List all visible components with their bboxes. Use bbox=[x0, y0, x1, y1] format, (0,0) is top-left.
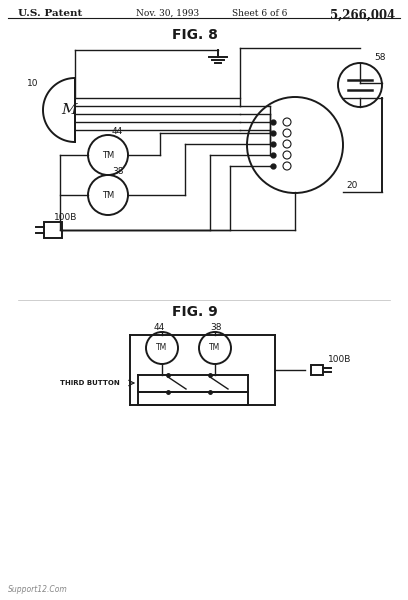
Text: 100B: 100B bbox=[328, 355, 351, 364]
Bar bbox=[44, 222, 62, 238]
Text: 44: 44 bbox=[154, 323, 165, 332]
Text: 38: 38 bbox=[210, 323, 222, 332]
Bar bbox=[311, 365, 323, 375]
Text: 10: 10 bbox=[27, 79, 38, 88]
Text: Sheet 6 of 6: Sheet 6 of 6 bbox=[232, 9, 288, 18]
Text: U.S. Patent: U.S. Patent bbox=[18, 9, 82, 18]
Text: 100B: 100B bbox=[54, 214, 78, 223]
Text: FIG. 9: FIG. 9 bbox=[172, 305, 218, 319]
Text: TM: TM bbox=[156, 343, 168, 352]
Text: Support12.Com: Support12.Com bbox=[8, 585, 68, 594]
Text: M: M bbox=[61, 103, 77, 117]
Text: 38: 38 bbox=[112, 166, 124, 175]
Text: TM: TM bbox=[102, 191, 114, 199]
Text: TM: TM bbox=[102, 151, 114, 160]
Text: 5,266,004: 5,266,004 bbox=[330, 9, 395, 22]
Text: 20: 20 bbox=[346, 181, 357, 190]
Text: 58: 58 bbox=[374, 53, 386, 62]
Text: THIRD BUTTON: THIRD BUTTON bbox=[60, 380, 120, 386]
Text: 44: 44 bbox=[112, 127, 123, 136]
Text: FIG. 8: FIG. 8 bbox=[172, 28, 218, 42]
Text: Nov. 30, 1993: Nov. 30, 1993 bbox=[136, 9, 200, 18]
Text: TM: TM bbox=[209, 343, 221, 352]
